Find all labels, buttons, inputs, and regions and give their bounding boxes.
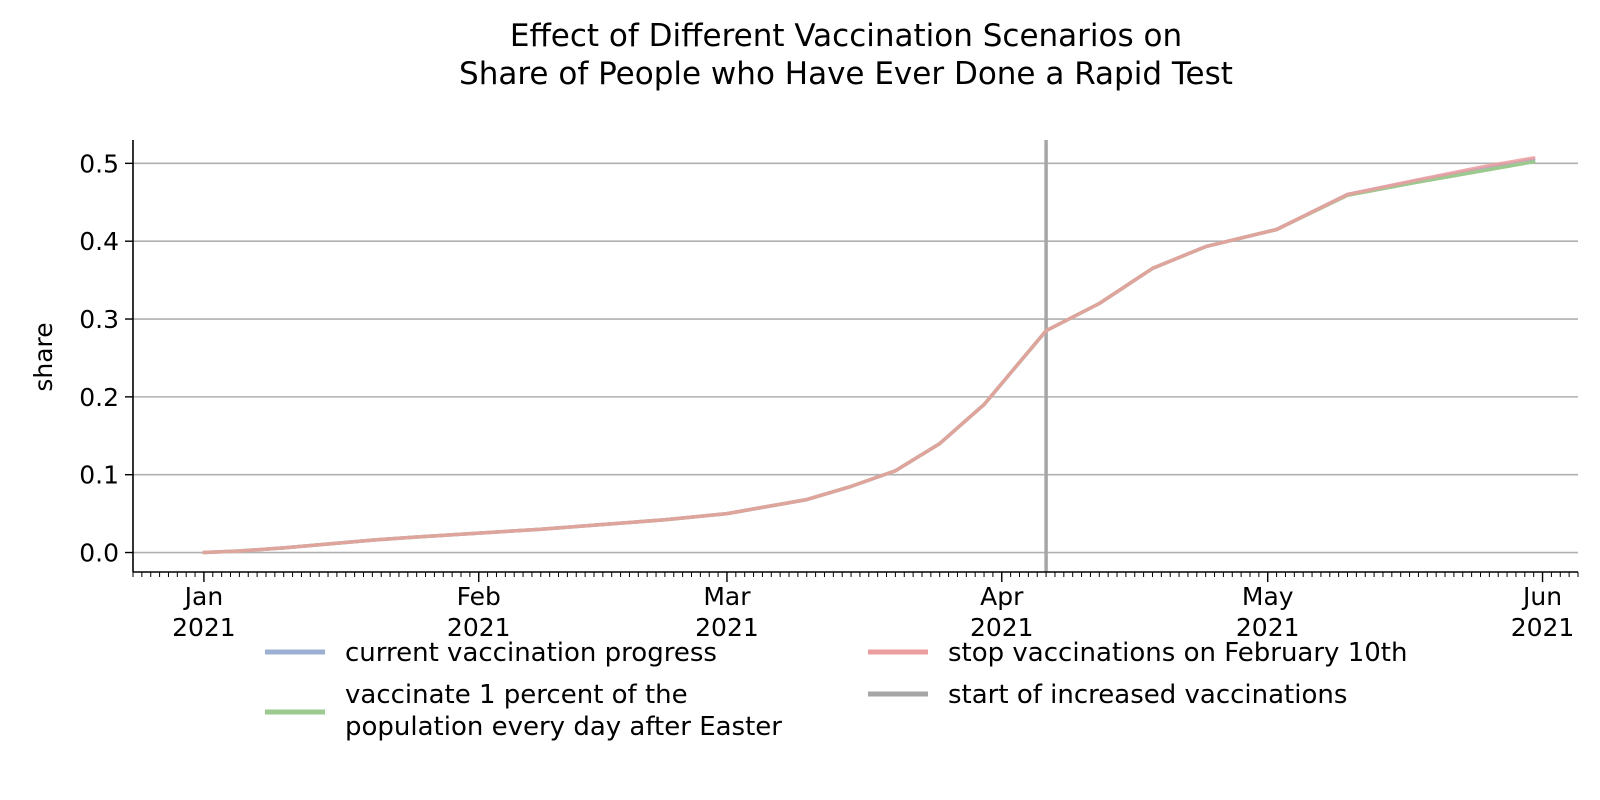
x-tick-label-year: 2021: [1511, 613, 1575, 642]
legend-label: current vaccination progress: [345, 638, 717, 668]
y-tick-label: 0.3: [79, 305, 119, 334]
series-lines: [202, 156, 1536, 555]
y-tick-label: 0.1: [79, 461, 119, 490]
x-tick-label-month: Mar: [703, 582, 751, 611]
y-tick-label: 0.0: [79, 539, 119, 568]
legend-label: stop vaccinations on February 10th: [948, 638, 1407, 668]
x-tick-label-year: 2021: [172, 613, 236, 642]
y-tick-label: 0.5: [79, 149, 119, 178]
chart-title-line-2: Share of People who Have Ever Done a Rap…: [459, 56, 1233, 92]
series-line-2: [202, 160, 1536, 555]
y-tick-label: 0.2: [79, 383, 119, 412]
y-tick-label: 0.4: [79, 227, 119, 256]
y-axis-label: share: [29, 322, 58, 391]
legend-label: population every day after Easter: [345, 712, 782, 742]
x-tick-label-month: Jan: [183, 582, 224, 611]
legend-label: vaccinate 1 percent of the: [345, 680, 688, 710]
x-tick-label-month: Jun: [1521, 582, 1562, 611]
x-tick-label-month: Feb: [457, 582, 501, 611]
series-line-3: [202, 156, 1536, 555]
x-tick-label-year: 2021: [447, 613, 511, 642]
chart-title: Effect of Different Vaccination Scenario…: [459, 18, 1233, 92]
x-ticks: Jan2021Feb2021Mar2021Apr2021May2021Jun20…: [132, 572, 1579, 642]
x-tick-label-year: 2021: [695, 613, 759, 642]
grid-lines: [133, 162, 1578, 554]
x-tick-label-month: May: [1242, 582, 1294, 611]
axes: [132, 140, 1578, 573]
x-tick-label-year: 2021: [1236, 613, 1300, 642]
legend-label: start of increased vaccinations: [948, 680, 1347, 710]
series-line-1: [202, 157, 1536, 555]
chart-title-line-1: Effect of Different Vaccination Scenario…: [510, 18, 1182, 54]
legend: current vaccination progress vaccinate 1 …: [265, 638, 1407, 742]
y-ticks: 0.0 0.1 0.2 0.3 0.4 0.5: [79, 149, 133, 568]
x-tick-label-year: 2021: [970, 613, 1034, 642]
x-tick-label-month: Apr: [980, 582, 1024, 611]
